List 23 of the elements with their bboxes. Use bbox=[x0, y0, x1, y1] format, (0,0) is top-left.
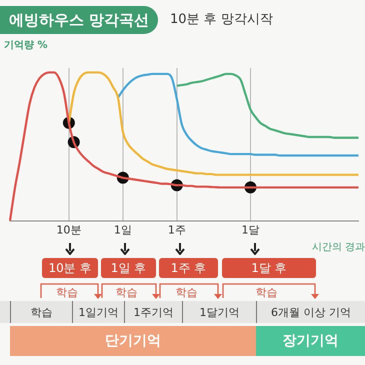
x-tick-label: 10분 bbox=[56, 223, 82, 236]
text: 1주기억 bbox=[124, 301, 182, 323]
text: 1일기억 bbox=[72, 301, 124, 323]
text: 학습 bbox=[174, 285, 198, 299]
chart-subtitle: 10분 후 망각시작 bbox=[170, 11, 274, 29]
text: 학습 bbox=[55, 285, 79, 299]
text: 학습 bbox=[10, 301, 72, 323]
text: 6개월 이상 기억 bbox=[256, 301, 365, 323]
x-axis-title: 시간의 경과 bbox=[310, 241, 365, 254]
text: 1달기억 bbox=[182, 301, 256, 323]
text: 단기기억 bbox=[10, 326, 256, 356]
text: 1달 후 bbox=[222, 258, 316, 278]
text: 학습 bbox=[254, 285, 278, 299]
x-tick-label: 1일 bbox=[114, 223, 132, 236]
text: 1일 후 bbox=[101, 258, 156, 278]
text: 장기기억 bbox=[256, 326, 365, 356]
chart-title: 에빙하우스 망각곡선 bbox=[0, 6, 158, 34]
text: 1주 후 bbox=[159, 258, 218, 278]
text: 학습 bbox=[114, 285, 138, 299]
text: 10분 후 bbox=[42, 258, 98, 278]
y-axis-title: 기억량 % bbox=[4, 39, 49, 52]
x-tick-label: 1달 bbox=[242, 223, 260, 236]
x-tick-label: 1주 bbox=[168, 223, 186, 236]
